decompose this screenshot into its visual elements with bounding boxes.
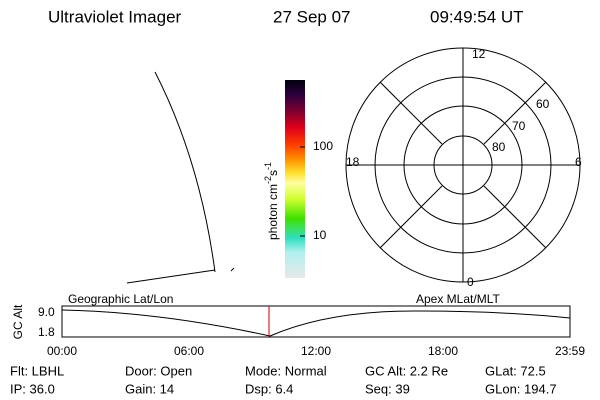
info-field: Door: Open (125, 363, 192, 378)
limb-edge (126, 269, 216, 284)
limb-curve (154, 71, 216, 273)
timeline-y-label: GC Alt (11, 304, 25, 339)
timeline-x-tick: 23:59 (555, 344, 585, 358)
colorbar-gradient (285, 80, 305, 278)
polar-diagonal (379, 81, 443, 145)
instrument: Ultraviolet Imager (48, 7, 182, 26)
mlt-label: 12 (472, 47, 486, 61)
info: Flt: LBHL Door: Open Mode: Normal GC Alt… (10, 363, 557, 396)
time: 09:49:54 UT (430, 7, 524, 26)
date: 27 Sep 07 (273, 7, 351, 26)
info-field: Flt: LBHL (10, 363, 64, 378)
info-field: Gain: 14 (125, 381, 174, 396)
info-field: IP: 36.0 (10, 381, 55, 396)
timeline-y-tick: 9.0 (38, 305, 55, 319)
info-field: GC Alt: 2.2 Re (365, 363, 448, 378)
lat-label: 70 (512, 119, 526, 133)
altitude-curve (61, 309, 571, 337)
lat-label: 60 (536, 97, 550, 111)
colorbar-tick-label: 10 (313, 228, 327, 242)
timeline-x-tick: 18:00 (428, 344, 458, 358)
colorbar-label: photon cm-2s-1 (263, 162, 280, 240)
info-field: Mode: Normal (245, 363, 327, 378)
mlt-label: 18 (346, 155, 360, 169)
lat-label: 80 (492, 140, 506, 154)
mlt-label: 0 (467, 275, 474, 289)
timeline-x-tick: 00:00 (47, 344, 77, 358)
timeline-title: Apex MLat/MLT (416, 292, 500, 306)
colorbar: 100 10 photon cm-2s-1 (263, 80, 333, 278)
timeline: Geographic Lat/Lon Apex MLat/MLT GC Alt … (11, 292, 585, 358)
colorbar-tick-label: 100 (313, 139, 333, 153)
limb-tick (230, 267, 235, 272)
timeline-x-tick: 06:00 (174, 344, 204, 358)
info-field: Dsp: 6.4 (245, 381, 293, 396)
info-field: GLon: 194.7 (485, 381, 557, 396)
timeline-frame (61, 305, 571, 338)
polar-diagonal (483, 185, 547, 249)
polar-grid: 12 6 18 0 60 70 80 (345, 47, 582, 289)
info-field: GLat: 72.5 (485, 363, 546, 378)
timeline-y-tick: 1.8 (38, 325, 55, 339)
mlt-label: 6 (575, 155, 582, 169)
info-field: Seq: 39 (365, 381, 410, 396)
timeline-title: Geographic Lat/Lon (68, 292, 173, 306)
limb-outline (126, 71, 235, 284)
polar-diagonal (483, 81, 547, 145)
polar-diagonal (379, 185, 443, 249)
timeline-x-tick: 12:00 (301, 344, 331, 358)
